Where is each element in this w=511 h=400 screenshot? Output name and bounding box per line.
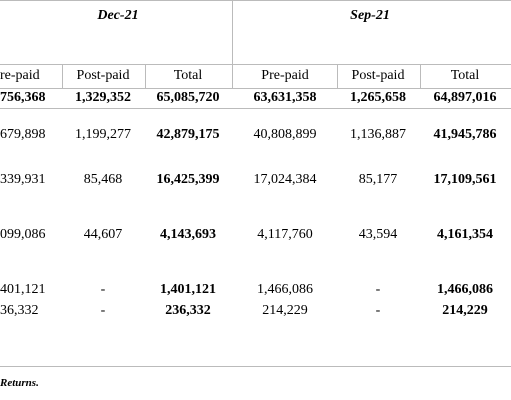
table-cell: 1,466,086 [257, 282, 313, 297]
column-header: Total [450, 68, 480, 83]
table-cell: 63,631,358 [253, 90, 317, 105]
rule [62, 64, 63, 88]
column-header: Total [173, 68, 203, 83]
table-cell: 65,085,720 [156, 90, 220, 105]
rule [145, 64, 146, 88]
table-cell: 40,808,899 [253, 127, 317, 142]
rule [0, 366, 511, 367]
table-cell: 1,265,658 [350, 90, 406, 105]
column-header: Post-paid [76, 68, 130, 83]
table-cell: 41,945,786 [433, 127, 497, 142]
table-cell: 1,329,352 [75, 90, 131, 105]
table-cell: - [375, 303, 381, 318]
table-cell: 1,199,277 [75, 127, 131, 142]
rule [232, 0, 233, 88]
footer: Returns. [0, 377, 39, 389]
rule [0, 64, 511, 65]
table-cell: 1,401,121 [160, 282, 216, 297]
table-cell: 4,161,354 [437, 227, 493, 242]
table-cell: 64,897,016 [433, 90, 497, 105]
table-cell: 43,594 [358, 227, 398, 242]
column-header: Pre-paid [261, 68, 309, 83]
rule [0, 88, 511, 89]
table-cell: 339,931 [0, 172, 46, 187]
table-cell: 679,898 [0, 127, 46, 142]
table-cell: - [375, 282, 381, 297]
table-cell: 214,229 [442, 303, 488, 318]
table-cell: 17,024,384 [253, 172, 317, 187]
table-cell: - [100, 282, 106, 297]
table-cell: 36,332 [0, 303, 39, 318]
rule [337, 64, 338, 88]
table-cell: 214,229 [262, 303, 308, 318]
table-cell: 16,425,399 [156, 172, 220, 187]
table-cell: 44,607 [83, 227, 123, 242]
table-cell: 756,368 [0, 90, 46, 105]
column-header: re-paid [0, 68, 40, 83]
table-cell: 85,177 [358, 172, 398, 187]
period-header: Sep-21 [350, 8, 390, 23]
table-cell: 85,468 [83, 172, 123, 187]
table-cell: 401,121 [0, 282, 46, 297]
table-cell: 4,143,693 [160, 227, 216, 242]
period-header: Dec-21 [97, 8, 139, 23]
rule [0, 0, 511, 1]
table-cell: 1,136,887 [350, 127, 406, 142]
table-cell: 236,332 [165, 303, 211, 318]
rule [420, 64, 421, 88]
table-cell: 17,109,561 [433, 172, 497, 187]
table-cell: - [100, 303, 106, 318]
column-header: Post-paid [351, 68, 405, 83]
table-cell: 42,879,175 [156, 127, 220, 142]
table-cell: 099,086 [0, 227, 46, 242]
table-cell: 1,466,086 [437, 282, 493, 297]
table-cell: 4,117,760 [257, 227, 313, 242]
rule [0, 108, 511, 109]
